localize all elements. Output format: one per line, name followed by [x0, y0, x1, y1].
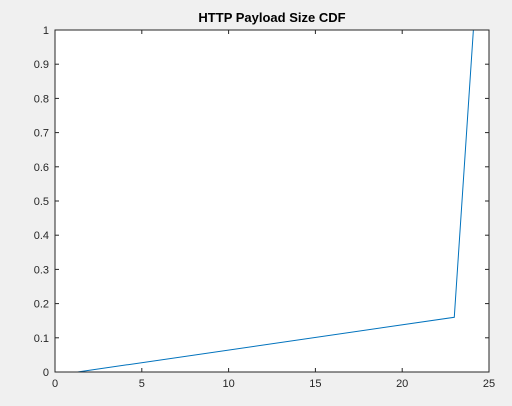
y-ticks: 0 0.1 0.2 0.3 0.4 0.5 0.6 0.7 0.8 0.9 1	[34, 25, 489, 379]
x-tick-label: 0	[52, 378, 58, 390]
y-tick-label: 0.5	[34, 196, 49, 208]
y-tick-label: 0.6	[34, 162, 49, 174]
y-tick-label: 0.4	[34, 230, 49, 242]
chart-title: HTTP Payload Size CDF	[198, 10, 345, 25]
y-tick-label: 0.1	[34, 333, 49, 345]
plot-area	[55, 30, 489, 372]
x-tick-label: 15	[309, 378, 321, 390]
x-tick-label: 10	[222, 378, 234, 390]
y-tick-label: 0.7	[34, 128, 49, 140]
x-tick-label: 20	[396, 378, 408, 390]
x-ticks: 0 5 10 15 20 25	[52, 30, 495, 390]
series-layer	[77, 29, 474, 373]
y-tick-label: 0	[43, 367, 49, 379]
y-tick-label: 1	[43, 25, 49, 37]
y-tick-label: 0.3	[34, 264, 49, 276]
y-tick-label: 0.8	[34, 93, 49, 105]
x-tick-label: 5	[139, 378, 145, 390]
cdf-series-line	[77, 29, 474, 373]
x-tick-label: 25	[483, 378, 495, 390]
y-tick-label: 0.9	[34, 59, 49, 71]
y-tick-label: 0.2	[34, 299, 49, 311]
